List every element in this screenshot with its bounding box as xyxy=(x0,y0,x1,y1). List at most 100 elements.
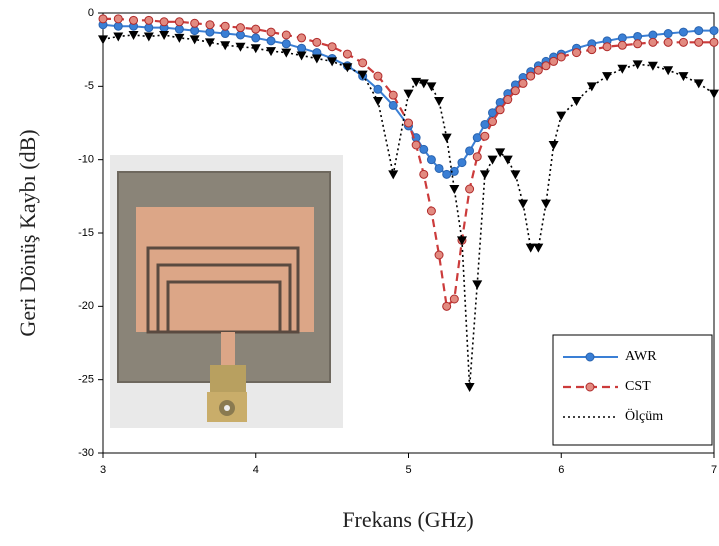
data-point xyxy=(488,108,498,118)
data-point xyxy=(143,32,154,42)
data-point xyxy=(472,133,482,143)
data-point xyxy=(441,133,452,143)
data-point xyxy=(678,37,688,47)
data-point xyxy=(220,29,230,39)
data-point xyxy=(502,155,513,165)
data-point xyxy=(510,170,521,180)
data-point xyxy=(456,236,467,246)
data-point xyxy=(297,43,307,53)
data-point xyxy=(480,131,490,141)
data-point xyxy=(174,17,184,27)
y-tick-label: -5 xyxy=(84,80,94,92)
data-point xyxy=(220,41,231,51)
data-point xyxy=(556,111,567,121)
data-point xyxy=(465,146,475,156)
data-point xyxy=(404,118,413,128)
data-point xyxy=(388,90,398,100)
data-point xyxy=(479,170,490,180)
legend: AWR CST Ölçüm xyxy=(552,334,713,446)
data-point xyxy=(418,79,429,89)
data-point xyxy=(342,63,353,73)
data-point xyxy=(113,21,123,31)
data-point xyxy=(159,31,170,40)
data-point xyxy=(526,71,536,81)
data-point xyxy=(472,152,482,162)
data-point xyxy=(602,42,612,52)
data-point xyxy=(518,199,529,209)
data-point xyxy=(510,86,520,96)
data-point xyxy=(480,119,490,129)
series xyxy=(98,31,719,392)
data-point xyxy=(457,158,467,168)
legend-marker xyxy=(585,382,595,392)
data-point xyxy=(617,33,627,43)
data-point xyxy=(342,49,352,59)
x-tick-label: 3 xyxy=(100,464,106,476)
data-point xyxy=(648,37,658,47)
data-point xyxy=(709,89,719,99)
y-axis-title: Geri Dönüş Kaybı (dB) xyxy=(15,129,40,336)
data-point xyxy=(205,20,215,30)
data-point xyxy=(129,15,139,25)
data-point xyxy=(266,47,277,57)
data-point xyxy=(426,206,436,216)
data-point xyxy=(204,38,215,48)
data-point xyxy=(388,170,399,180)
data-point xyxy=(525,243,536,253)
data-point xyxy=(419,169,429,179)
data-point xyxy=(174,24,184,34)
data-point xyxy=(487,155,498,165)
data-point xyxy=(174,33,185,43)
data-point xyxy=(548,141,559,150)
data-point xyxy=(311,54,322,64)
data-point xyxy=(617,64,628,74)
data-point xyxy=(587,45,597,55)
data-point xyxy=(358,58,368,68)
data-point xyxy=(419,144,429,154)
data-point xyxy=(266,27,276,37)
x-tick-label: 6 xyxy=(558,464,564,476)
data-point xyxy=(503,95,513,105)
plot-area: 0 -5 -10 -15 -20 -25 -30 3 4 5 6 7 xyxy=(78,7,719,476)
data-point xyxy=(426,82,437,92)
data-point xyxy=(572,48,582,58)
data-point xyxy=(449,166,459,176)
data-point xyxy=(434,163,444,173)
x-axis-title: Frekans (GHz) xyxy=(342,507,473,532)
data-point xyxy=(251,33,261,43)
data-point xyxy=(220,21,230,31)
data-point xyxy=(372,97,383,106)
data-point xyxy=(266,36,276,46)
data-point xyxy=(488,117,498,127)
y-tick-label: -25 xyxy=(78,374,94,386)
data-point xyxy=(663,29,673,39)
data-point xyxy=(373,71,383,81)
data-point xyxy=(251,24,261,34)
data-point xyxy=(556,52,566,62)
data-point xyxy=(327,57,338,67)
data-point xyxy=(373,84,383,94)
data-point xyxy=(190,26,200,36)
data-point xyxy=(235,30,245,40)
data-point xyxy=(449,294,459,304)
data-point xyxy=(495,148,506,158)
y-tick-label: -15 xyxy=(78,227,94,239)
data-point xyxy=(694,37,704,47)
data-point xyxy=(442,301,452,311)
data-point xyxy=(98,14,108,24)
y-tick-label: 0 xyxy=(88,7,94,19)
x-tick-label: 5 xyxy=(405,464,411,476)
data-point xyxy=(549,56,559,66)
y-tick-label: -10 xyxy=(78,154,94,166)
data-point xyxy=(235,42,246,52)
data-point xyxy=(113,32,124,42)
legend-label: Ölçüm xyxy=(625,407,663,424)
y-tick-label: -30 xyxy=(78,447,94,459)
data-point xyxy=(357,70,368,80)
data-point xyxy=(541,61,551,71)
data-point xyxy=(434,97,445,106)
data-point xyxy=(663,66,674,76)
data-point xyxy=(250,44,261,54)
data-point xyxy=(449,185,460,194)
data-point xyxy=(694,26,704,36)
